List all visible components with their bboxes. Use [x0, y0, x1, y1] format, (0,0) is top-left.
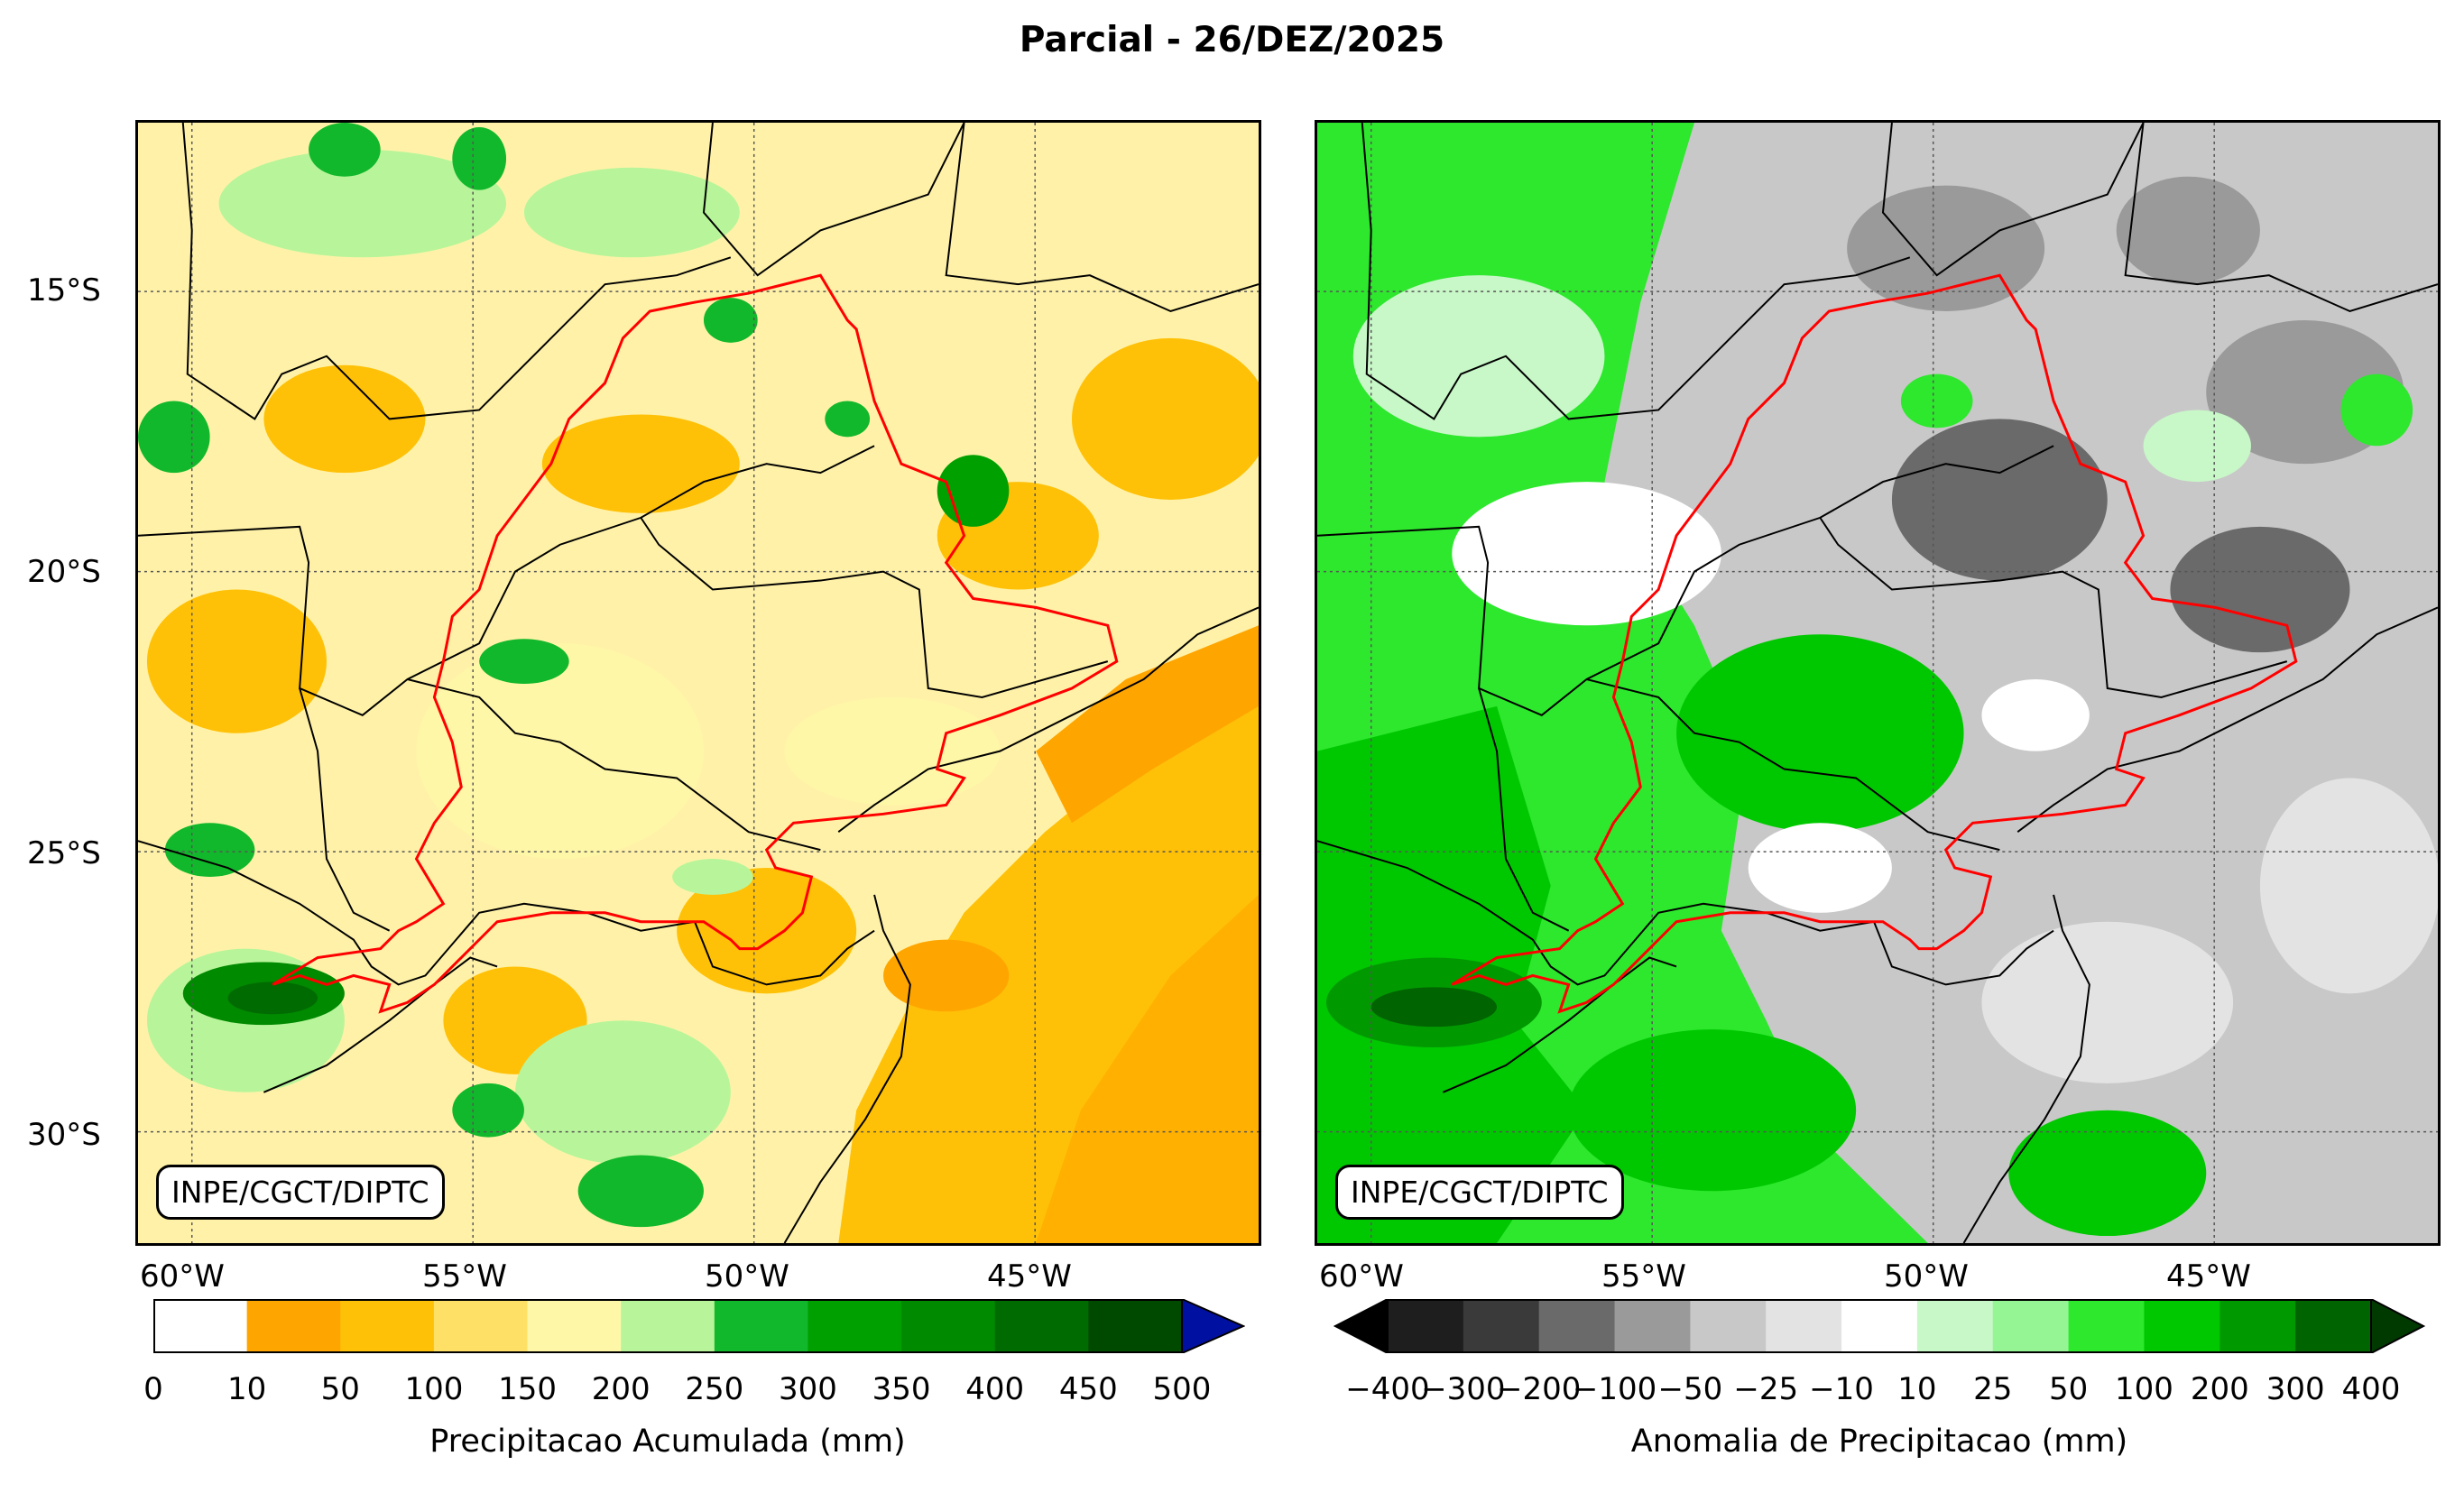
- colorbar-extend-min: [1333, 1297, 1389, 1355]
- colorbar-tick-label: 350: [872, 1371, 931, 1407]
- lon-label-60w-right: 60°W: [1319, 1258, 1404, 1295]
- colorbar-tick-label: −200: [1496, 1371, 1582, 1407]
- anomaly-field: [1317, 123, 2438, 1243]
- anomaly-colorbar-ticks: −400 −300 −200 −100 −50 −25 −10 10 25 50 100 200 300…: [1334, 1371, 2425, 1407]
- colorbar-segment: [1841, 1299, 1918, 1353]
- lat-label-30s: 30°S: [27, 1117, 101, 1153]
- colorbar-segment: [1916, 1299, 1994, 1353]
- lon-label-50w-right: 50°W: [1884, 1258, 1969, 1295]
- colorbar-tick-label: 10: [1897, 1371, 1937, 1407]
- colorbar-tick-label: 25: [1973, 1371, 2013, 1407]
- colorbar-tick-label: −10: [1809, 1371, 1874, 1407]
- colorbar-tick-label: −25: [1733, 1371, 1799, 1407]
- lat-label-15s: 15°S: [27, 272, 101, 309]
- colorbar-tick-label: 150: [498, 1371, 557, 1407]
- colorbar-tick-label: −50: [1657, 1371, 1723, 1407]
- precipitation-map: INPE/CGCT/DIPTC: [135, 120, 1261, 1246]
- lat-label-20s: 20°S: [27, 554, 101, 590]
- colorbar-segment: [2068, 1299, 2145, 1353]
- lon-label-55w-right: 55°W: [1601, 1258, 1686, 1295]
- colorbar-tick-label: −300: [1421, 1371, 1506, 1407]
- colorbar-segment: [153, 1299, 248, 1353]
- colorbar-segment: [1992, 1299, 2070, 1353]
- colorbar-segment: [1088, 1299, 1183, 1353]
- lat-label-25s: 25°S: [27, 835, 101, 871]
- colorbar-tick-label: 450: [1058, 1371, 1118, 1407]
- colorbar-tick-label: 400: [965, 1371, 1025, 1407]
- colorbar-segment: [433, 1299, 529, 1353]
- lon-label-45w-right: 45°W: [2166, 1258, 2251, 1295]
- colorbar-segment: [1538, 1299, 1616, 1353]
- colorbar-tick-label: 200: [591, 1371, 651, 1407]
- colorbar-extend-max: [2370, 1297, 2426, 1355]
- precipitation-field: [138, 123, 1259, 1243]
- colorbar-segment: [340, 1299, 435, 1353]
- colorbar-tick-label: 10: [226, 1371, 267, 1407]
- colorbar-segment: [994, 1299, 1089, 1353]
- colorbar-tick-label: −400: [1345, 1371, 1430, 1407]
- lon-label-45w: 45°W: [987, 1258, 1072, 1295]
- colorbar-segment: [621, 1299, 715, 1353]
- colorbar-segment: [1388, 1299, 1464, 1353]
- colorbar-tick-label: 0: [143, 1371, 163, 1407]
- colorbar-segment: [2219, 1299, 2296, 1353]
- lon-label-55w: 55°W: [422, 1258, 507, 1295]
- colorbar-segment: [1614, 1299, 1691, 1353]
- colorbar-segment: [1766, 1299, 1842, 1353]
- anomaly-colorbar: [1333, 1297, 2426, 1355]
- precipitation-colorbar: [153, 1297, 1246, 1355]
- colorbar-tick-label: 100: [404, 1371, 464, 1407]
- colorbar-tick-label: 500: [1152, 1371, 1212, 1407]
- anomaly-map: INPE/CGCT/DIPTC: [1315, 120, 2441, 1246]
- colorbar-segment: [807, 1299, 902, 1353]
- colorbar-extend-max: [1181, 1297, 1246, 1355]
- colorbar-segment: [714, 1299, 808, 1353]
- colorbar-tick-label: 50: [320, 1371, 360, 1407]
- precipitation-colorbar-ticks: 0 10 50 100 150 200 250 300 350 400 450 500: [143, 1371, 1211, 1407]
- colorbar-segment: [1690, 1299, 1767, 1353]
- colorbar-tick-label: 400: [2341, 1371, 2401, 1407]
- colorbar-segment: [527, 1299, 622, 1353]
- colorbar-segment: [2295, 1299, 2372, 1353]
- colorbar-tick-label: 250: [685, 1371, 744, 1407]
- credit-label: INPE/CGCT/DIPTC: [156, 1165, 445, 1220]
- lon-label-60w: 60°W: [140, 1258, 225, 1295]
- colorbar-tick-label: 200: [2190, 1371, 2249, 1407]
- colorbar-segment: [246, 1299, 341, 1353]
- colorbar-segment: [1463, 1299, 1540, 1353]
- anomaly-colorbar-label: Anomalia de Precipitacao (mm): [1630, 1424, 2128, 1460]
- colorbar-segment: [2144, 1299, 2220, 1353]
- colorbar-segment: [901, 1299, 996, 1353]
- credit-label: INPE/CGCT/DIPTC: [1335, 1165, 1624, 1220]
- colorbar-tick-label: 300: [2266, 1371, 2325, 1407]
- colorbar-tick-label: 300: [779, 1371, 837, 1407]
- map-title: Parcial - 26/DEZ/2025: [1019, 20, 1445, 60]
- colorbar-tick-label: −100: [1572, 1371, 1657, 1407]
- colorbar-tick-label: 100: [2115, 1371, 2173, 1407]
- colorbar-tick-label: 50: [2048, 1371, 2089, 1407]
- precipitation-colorbar-label: Precipitacao Acumulada (mm): [429, 1424, 906, 1460]
- lon-label-50w: 50°W: [705, 1258, 789, 1295]
